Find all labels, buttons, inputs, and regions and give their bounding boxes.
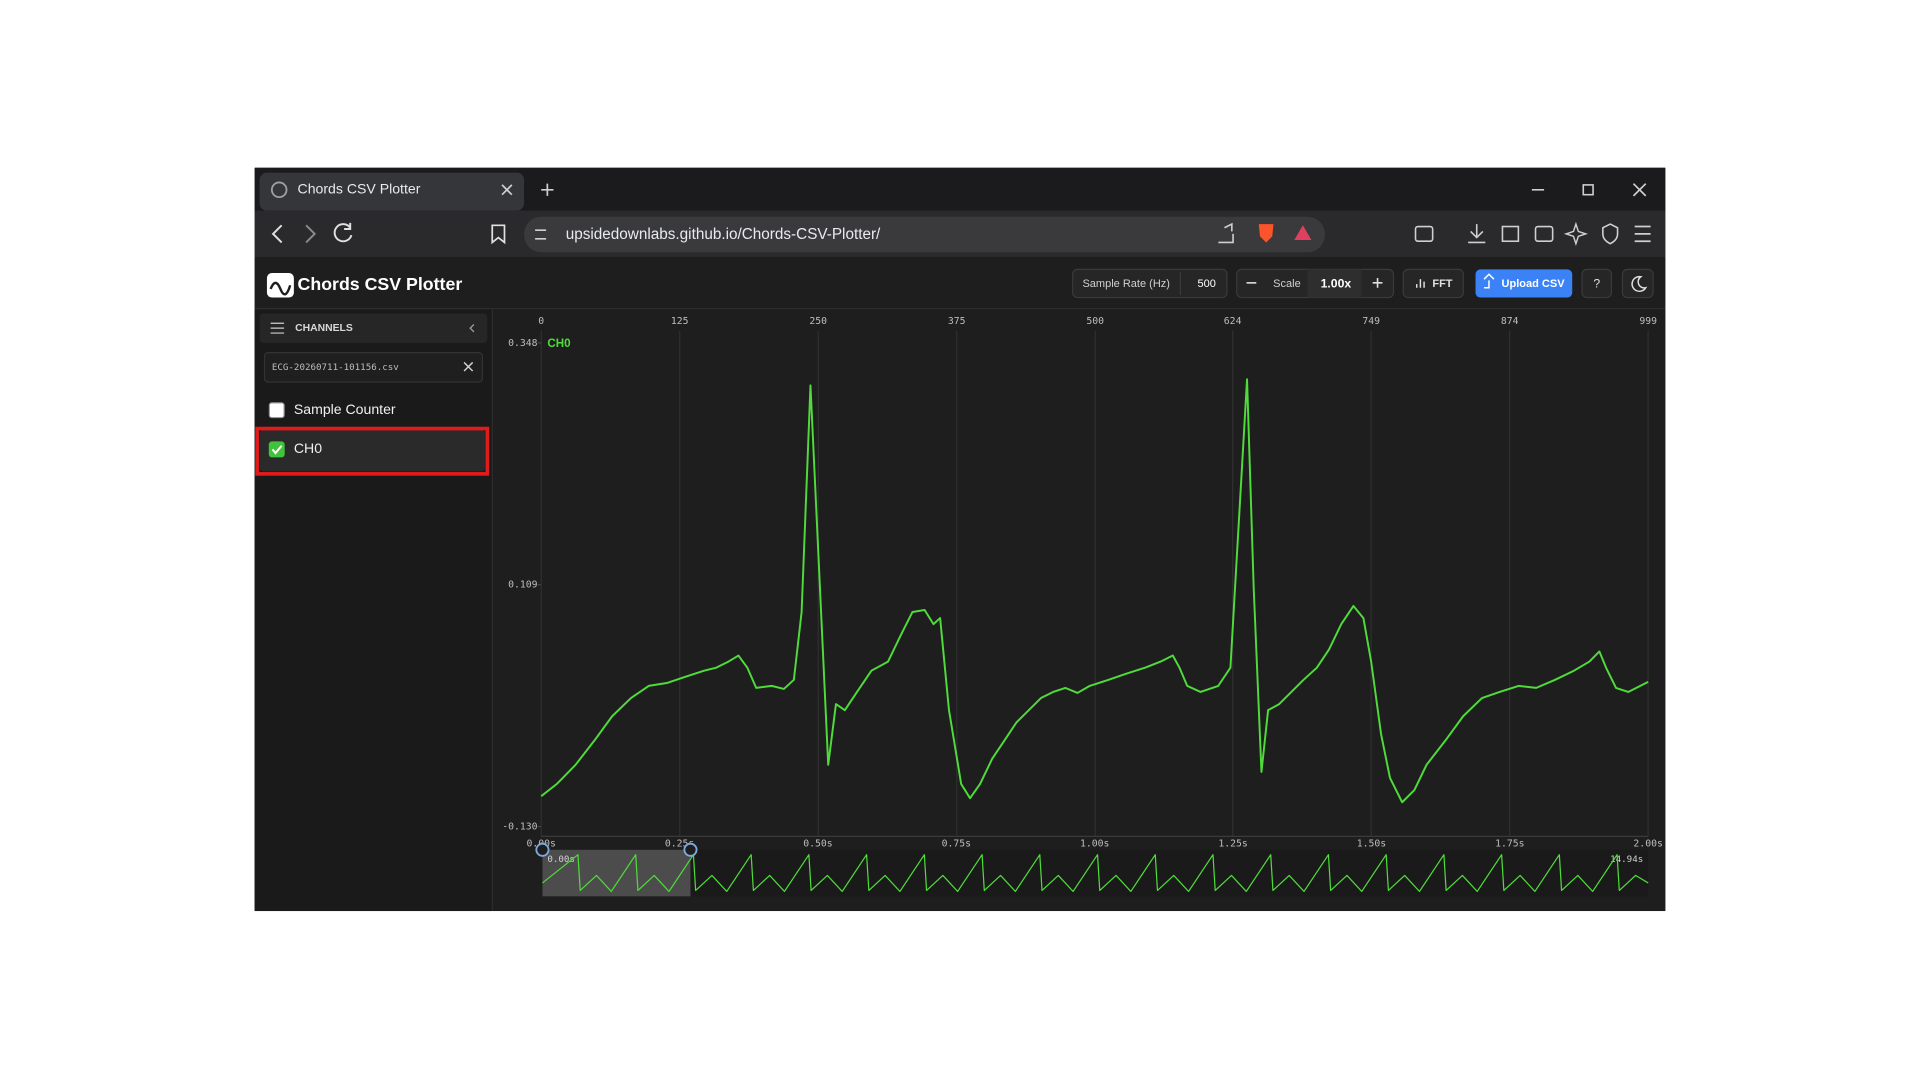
file-name: ECG-20260711-101156.csv	[272, 362, 399, 373]
tab[interactable]	[259, 172, 525, 211]
reload-button[interactable]	[333, 222, 353, 243]
time-tick-label: 1.25s	[1218, 839, 1247, 850]
close-window[interactable]	[1632, 183, 1647, 197]
app-title: Chords CSV Plotter	[298, 274, 463, 294]
sample-rate-label: Sample Rate (Hz)	[1082, 278, 1170, 290]
time-tick-label: 0.75s	[942, 839, 971, 850]
time-tick-label: 1.00s	[1080, 839, 1109, 850]
leo-icon[interactable]	[1563, 221, 1589, 246]
x-tick-label: 624	[1224, 316, 1242, 327]
sample-rate-field	[1072, 268, 1228, 299]
channel-checkbox[interactable]	[268, 441, 285, 458]
collapse-sidebar[interactable]	[469, 324, 475, 333]
fft-label[interactable]: FFT	[1432, 278, 1452, 290]
x-tick-label: 999	[1639, 316, 1657, 327]
signal-line	[540, 378, 1649, 804]
checkmark	[271, 445, 283, 455]
x-tick-label: 125	[671, 316, 689, 327]
theme-icon	[1631, 275, 1648, 292]
channel-row	[259, 429, 485, 472]
channels-icon	[270, 322, 285, 334]
channel-name[interactable]: Sample Counter	[294, 401, 396, 417]
scale-label: Scale	[1273, 278, 1301, 290]
highlight-box	[255, 426, 490, 476]
x-tick-label: 0	[538, 316, 544, 327]
help-label[interactable]: ?	[1593, 276, 1600, 290]
file-chip	[263, 352, 484, 383]
channels-header	[259, 313, 488, 343]
fft-button[interactable]	[1402, 268, 1464, 299]
tab-favicon	[270, 181, 288, 199]
sidebar	[254, 309, 493, 912]
channels-heading: CHANNELS	[295, 323, 353, 334]
overview-line	[542, 854, 1649, 893]
x-tick-label: 874	[1501, 316, 1519, 327]
menu-button[interactable]	[1634, 225, 1651, 243]
y-tick-label: 0.348	[508, 338, 538, 349]
url[interactable]: upsidedownlabs.github.io/Chords-CSV-Plot…	[566, 226, 881, 243]
x-tick-label: 749	[1362, 316, 1380, 327]
logo-wave	[269, 281, 292, 296]
upload-icon	[1483, 273, 1495, 289]
x-tick-label: 250	[809, 316, 827, 327]
scale-value: 1.00x	[1321, 276, 1352, 290]
overview-background	[542, 849, 1649, 897]
sample-rate-input[interactable]: 500	[1198, 278, 1216, 290]
x-tick-label: 375	[948, 316, 966, 327]
overview-tick-label: 14.94s	[1610, 854, 1643, 865]
tab-title: Chords CSV Plotter	[298, 181, 421, 197]
channel-name[interactable]: CH0	[294, 440, 322, 456]
window-handle[interactable]	[683, 842, 698, 857]
rewards-icon[interactable]	[1294, 225, 1312, 240]
scale-increase[interactable]	[1372, 277, 1383, 288]
time-tick-label: 0.50s	[803, 839, 832, 850]
bookmark-button[interactable]	[491, 224, 506, 245]
channel-list: Sample Counter CH0	[255, 401, 490, 476]
help-button[interactable]	[1581, 268, 1613, 299]
tab-close[interactable]	[501, 184, 513, 196]
channel-checkbox[interactable]	[268, 402, 285, 419]
wallet-icon[interactable]	[1534, 225, 1554, 243]
sidebar-icon[interactable]	[1501, 225, 1520, 243]
restore[interactable]	[1582, 184, 1594, 196]
y-tick-label: -0.130	[502, 822, 537, 833]
upload-label[interactable]: Upload CSV	[1502, 278, 1566, 290]
vpn-icon[interactable]	[1602, 223, 1619, 245]
downloads-icon[interactable]	[1468, 224, 1486, 244]
upload-button[interactable]	[1475, 269, 1573, 298]
overview-tick-label: 0.00s	[547, 854, 575, 865]
new-tab[interactable]	[541, 183, 554, 196]
fft-icon	[1416, 279, 1425, 288]
window-handle[interactable]	[535, 842, 550, 857]
chart: 0 125 250 375 500 624 749 874 999 -0.130 0.109 0.34…	[502, 316, 1663, 897]
x-tick-label: 500	[1086, 316, 1104, 327]
scale-value-box	[1307, 269, 1362, 298]
time-tick-label: 0.25s	[665, 839, 694, 850]
forward-button[interactable]	[305, 224, 317, 244]
time-tick-label: 1.50s	[1357, 839, 1386, 850]
address-bar[interactable]	[524, 216, 1325, 253]
screenshot-icon[interactable]	[1414, 225, 1434, 243]
back-button[interactable]	[271, 224, 283, 244]
remove-file[interactable]	[463, 361, 474, 372]
share-button[interactable]	[1218, 222, 1234, 244]
shields-icon[interactable]	[1258, 224, 1274, 243]
site-info[interactable]	[535, 229, 547, 240]
time-tick-label: 2.00s	[1633, 839, 1662, 850]
legend-label: CH0	[547, 337, 570, 350]
time-tick-label: 1.75s	[1495, 839, 1524, 850]
y-tick-label: 0.109	[508, 580, 538, 591]
